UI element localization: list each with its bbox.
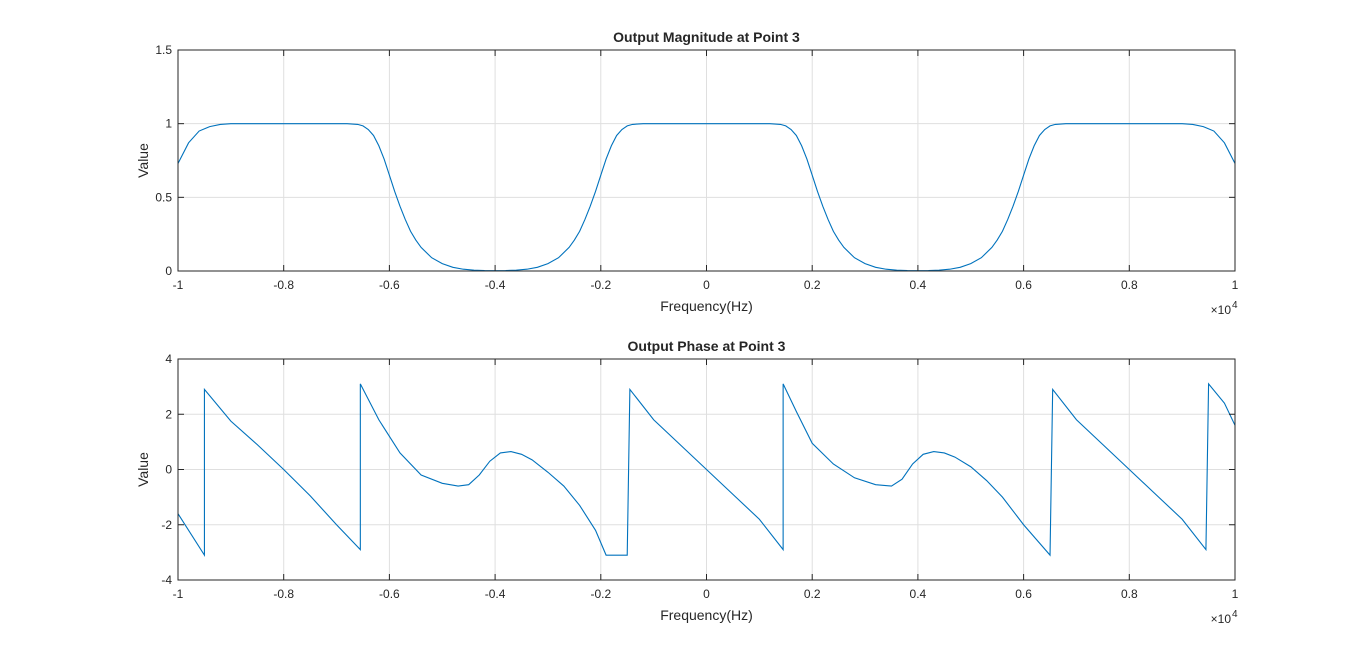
x-axis-label: Frequency(Hz) [660,298,753,314]
x-exponent-label: ×10 [1211,303,1232,317]
series-line [177,382,1236,558]
x-tick-label: -1 [173,278,184,292]
x-tick-label: -0.6 [379,587,400,601]
x-tick-label: -1 [173,587,184,601]
series-line [177,123,1236,272]
x-tick-label: 0.2 [804,587,821,601]
y-tick-label: 0.5 [155,190,172,204]
x-tick-label: 0.8 [1121,587,1138,601]
chart-title: Output Magnitude at Point 3 [613,29,800,45]
x-exponent-label: ×10 [1211,612,1232,626]
y-tick-label: 0 [165,463,172,477]
y-tick-label: 2 [165,407,172,421]
x-tick-label: -0.8 [273,587,294,601]
x-tick-label: 1 [1232,587,1239,601]
x-exponent-power: 4 [1232,609,1238,620]
x-tick-label: -0.2 [590,278,611,292]
x-tick-label: 0.2 [804,278,821,292]
x-tick-label: -0.6 [379,278,400,292]
x-tick-label: 0 [703,587,710,601]
y-tick-label: 0 [165,264,172,278]
x-tick-label: 0.4 [910,587,927,601]
x-tick-label: 0.8 [1121,278,1138,292]
x-tick-label: -0.2 [590,587,611,601]
chart-title: Output Phase at Point 3 [628,338,786,354]
x-tick-label: -0.4 [485,278,506,292]
axes-2: -1 -0.8 -0.6 -0.4 -0.2 0 0.2 0.4 0.6 0.8 1 -4 -2 0 2 4 O… [135,338,1239,626]
y-axis-label: Value [135,143,151,178]
x-tick-label: 0.6 [1015,587,1032,601]
y-tick-label: 4 [165,352,172,366]
axes-1: -1 -0.8 -0.6 -0.4 -0.2 0 0.2 0.4 0.6 0.8 1 0 0.5 1 1.5… [135,29,1239,317]
x-tick-label: 0.6 [1015,278,1032,292]
x-tick-label: -0.8 [273,278,294,292]
x-axis-label: Frequency(Hz) [660,607,753,623]
y-axis-label: Value [135,452,151,487]
x-tick-label: 0.4 [910,278,927,292]
y-tick-label: 1.5 [155,43,172,57]
y-tick-label: 1 [165,117,172,131]
y-tick-label: -2 [161,518,172,532]
x-exponent-power: 4 [1232,300,1238,311]
x-tick-label: -0.4 [485,587,506,601]
x-tick-label: 1 [1232,278,1239,292]
y-tick-label: -4 [161,573,172,587]
x-tick-label: 0 [703,278,710,292]
